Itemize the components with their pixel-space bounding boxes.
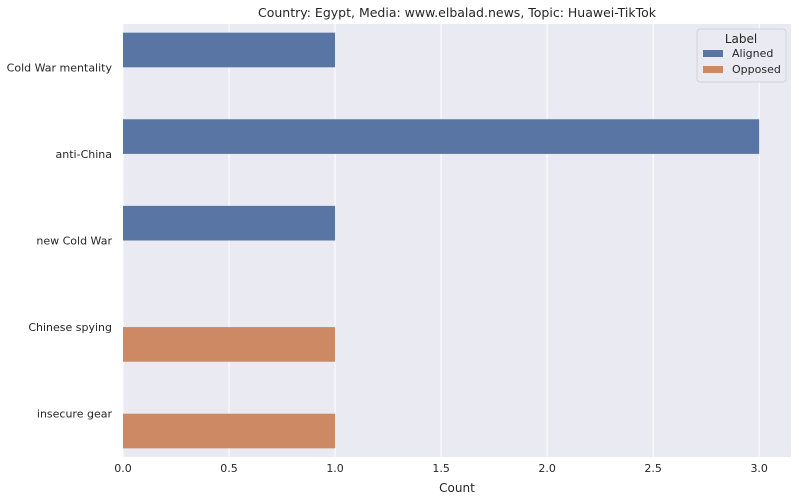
bar-aligned-2 bbox=[123, 205, 336, 241]
x-tick-label: 2.0 bbox=[538, 462, 556, 475]
x-axis-label: Count bbox=[439, 481, 475, 495]
bars bbox=[123, 32, 760, 449]
bar-aligned-0 bbox=[123, 32, 336, 68]
legend-swatch-aligned bbox=[703, 50, 723, 57]
x-tick-label: 1.0 bbox=[326, 462, 344, 475]
x-tick-labels: 0.0 0.5 1.0 1.5 2.0 2.5 3.0 bbox=[114, 462, 768, 475]
chart-title: Country: Egypt, Media: www.elbalad.news,… bbox=[258, 5, 657, 20]
x-tick-label: 1.5 bbox=[432, 462, 450, 475]
bar-opposed-4 bbox=[123, 413, 336, 449]
legend-label-opposed: Opposed bbox=[732, 63, 781, 76]
y-tick-labels: Cold War mentality anti-China new Cold War… bbox=[7, 61, 113, 420]
x-tick-label: 3.0 bbox=[750, 462, 768, 475]
y-tick-label: new Cold War bbox=[36, 235, 112, 248]
x-tick-label: 2.5 bbox=[644, 462, 662, 475]
bar-opposed-3 bbox=[123, 327, 336, 362]
bar-aligned-1 bbox=[123, 119, 760, 154]
y-tick-label: anti-China bbox=[56, 148, 112, 161]
legend-label-aligned: Aligned bbox=[732, 47, 773, 60]
legend-swatch-opposed bbox=[703, 66, 723, 73]
y-tick-label: Chinese spying bbox=[28, 321, 112, 334]
y-tick-label: insecure gear bbox=[37, 408, 113, 421]
legend-title: Label bbox=[725, 32, 757, 46]
legend: Label Aligned Opposed bbox=[696, 28, 787, 83]
y-tick-label: Cold War mentality bbox=[7, 61, 113, 74]
x-tick-label: 0.5 bbox=[220, 462, 238, 475]
x-tick-label: 0.0 bbox=[114, 462, 132, 475]
